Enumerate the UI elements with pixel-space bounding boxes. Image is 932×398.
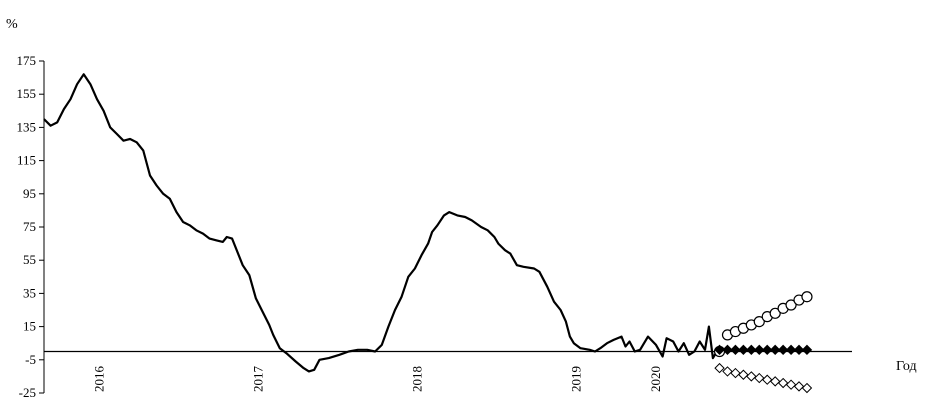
x-tick-label: 2018 xyxy=(410,366,425,392)
data-point-diamond-open xyxy=(730,367,741,379)
series-1 xyxy=(43,73,718,373)
data-point-diamond-filled xyxy=(714,344,725,356)
data-point-diamond-filled xyxy=(722,344,733,356)
data-point-diamond-open xyxy=(777,377,789,389)
data-point-diamond-open xyxy=(746,371,757,382)
y-tick-label: 75 xyxy=(23,219,36,234)
data-point-diamond-filled xyxy=(785,344,797,356)
y-tick-labels: 175 155 135 115 95 75 55 35 15 -5 -25 xyxy=(17,53,37,398)
data-point-diamond-filled xyxy=(769,344,781,356)
series-group xyxy=(43,73,813,394)
x-tick-label: 2017 xyxy=(251,366,266,393)
data-point-diamond-filled xyxy=(801,344,813,356)
data-point-diamond-open xyxy=(769,376,781,387)
series-line xyxy=(43,73,718,373)
data-point-diamond-filled xyxy=(730,344,741,356)
data-point-diamond-open xyxy=(714,362,725,374)
y-tick-label: 155 xyxy=(17,86,37,101)
series-4 xyxy=(714,362,813,394)
y-tick-label: 35 xyxy=(23,285,36,300)
x-tick-labels: 2016 2017 2018 2019 2020 xyxy=(92,366,663,393)
data-point-circle xyxy=(753,316,765,328)
y-tick-label: 115 xyxy=(17,153,36,168)
data-point-diamond-open xyxy=(762,374,773,385)
y-tick-label: 95 xyxy=(23,186,36,201)
series-3 xyxy=(714,344,813,356)
y-tick-label: 15 xyxy=(23,319,36,334)
data-point-diamond-open xyxy=(722,366,733,377)
data-point-diamond-open xyxy=(754,372,765,384)
x-tick-label: 2020 xyxy=(648,366,663,392)
data-point-circle xyxy=(785,299,797,311)
data-point-diamond-open xyxy=(793,381,805,392)
data-point-diamond-filled xyxy=(762,344,773,356)
data-point-diamond-filled xyxy=(746,344,757,356)
axes xyxy=(39,60,852,394)
data-point-diamond-filled xyxy=(738,344,749,356)
data-point-diamond-open xyxy=(801,382,813,394)
data-point-circle xyxy=(769,307,781,319)
y-axis-title: % xyxy=(6,17,18,32)
data-point-diamond-filled xyxy=(793,344,805,356)
x-axis-title: Год xyxy=(896,359,917,374)
data-point-diamond-open xyxy=(785,379,797,390)
y-tick-label: 135 xyxy=(17,119,37,134)
data-point-diamond-open xyxy=(738,369,749,380)
x-tick-label: 2019 xyxy=(568,366,583,392)
data-point-diamond-filled xyxy=(754,344,765,356)
data-point-diamond-filled xyxy=(777,344,789,356)
y-tick-label: -5 xyxy=(25,352,36,367)
x-tick-label: 2016 xyxy=(92,366,107,393)
y-tick-label: -25 xyxy=(19,385,36,398)
y-tick-label: 175 xyxy=(17,53,37,68)
y-tick-label: 55 xyxy=(23,252,36,267)
data-point-circle xyxy=(801,291,813,303)
